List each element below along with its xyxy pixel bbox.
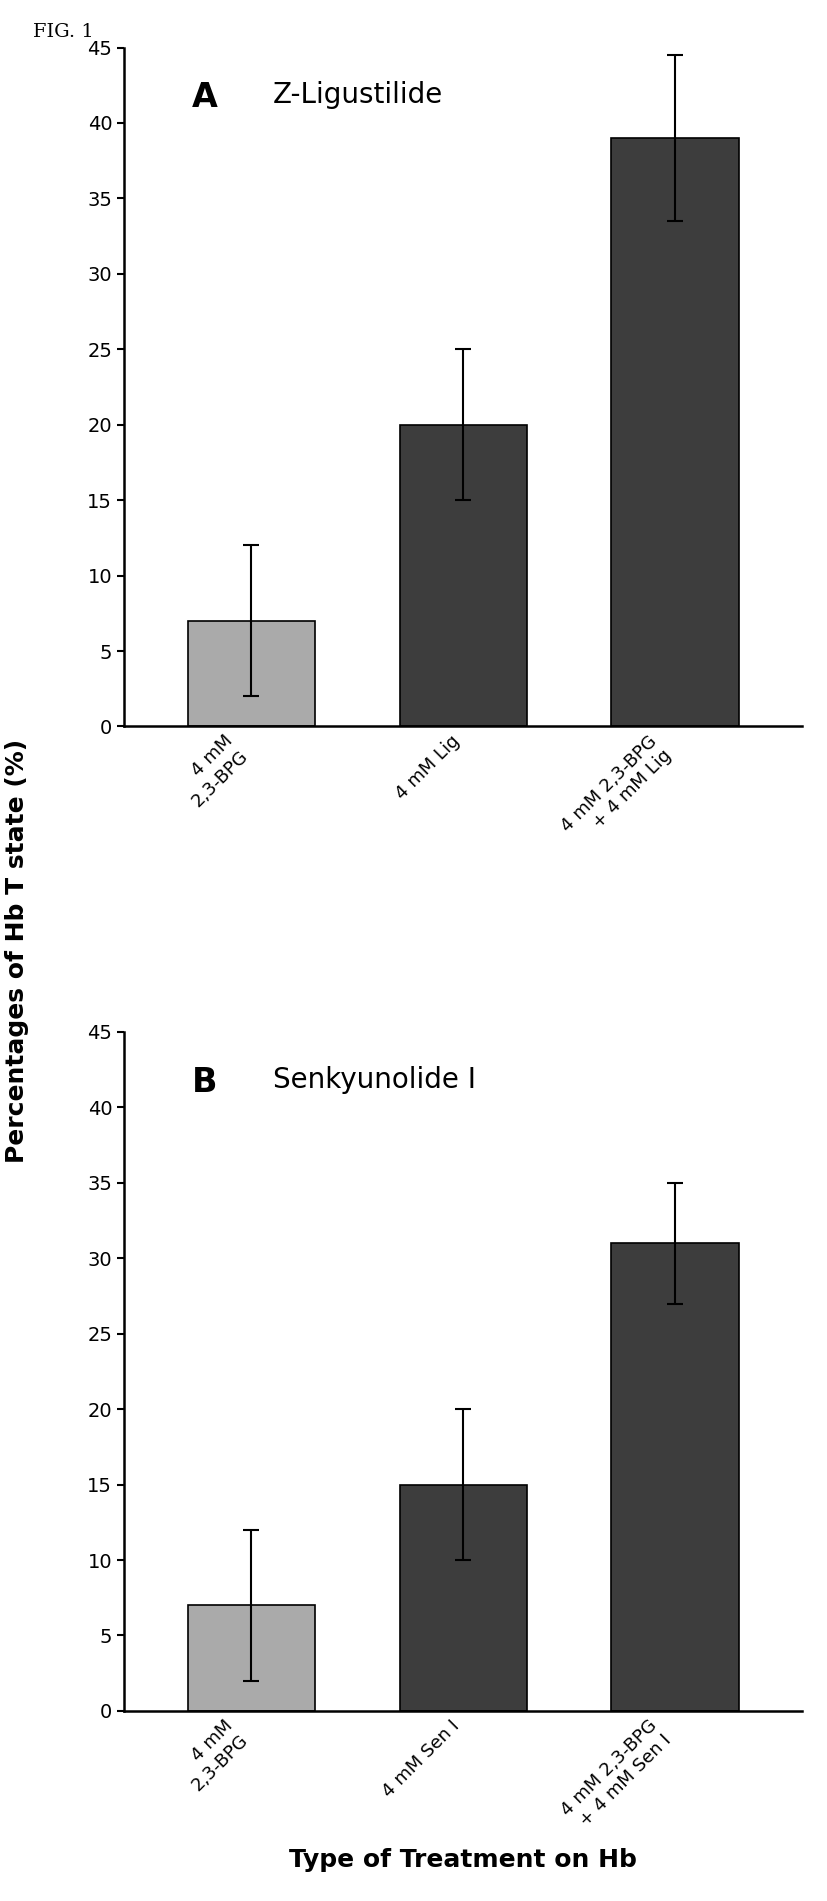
Bar (611, 139, 739, 726)
Text: Senkyunolide I: Senkyunolide I (273, 1066, 476, 1093)
Bar (188, 1604, 315, 1711)
Text: Percentages of Hb T state (%): Percentages of Hb T state (%) (4, 738, 29, 1163)
Text: A: A (192, 82, 218, 114)
Bar (188, 622, 315, 726)
Text: B: B (192, 1066, 218, 1099)
Bar (611, 1243, 739, 1711)
Text: Z-Ligustilide: Z-Ligustilide (273, 82, 443, 110)
Text: FIG. 1: FIG. 1 (33, 23, 93, 40)
Bar (399, 1485, 527, 1711)
X-axis label: Type of Treatment on Hb: Type of Treatment on Hb (289, 1848, 637, 1872)
Bar (399, 424, 527, 726)
